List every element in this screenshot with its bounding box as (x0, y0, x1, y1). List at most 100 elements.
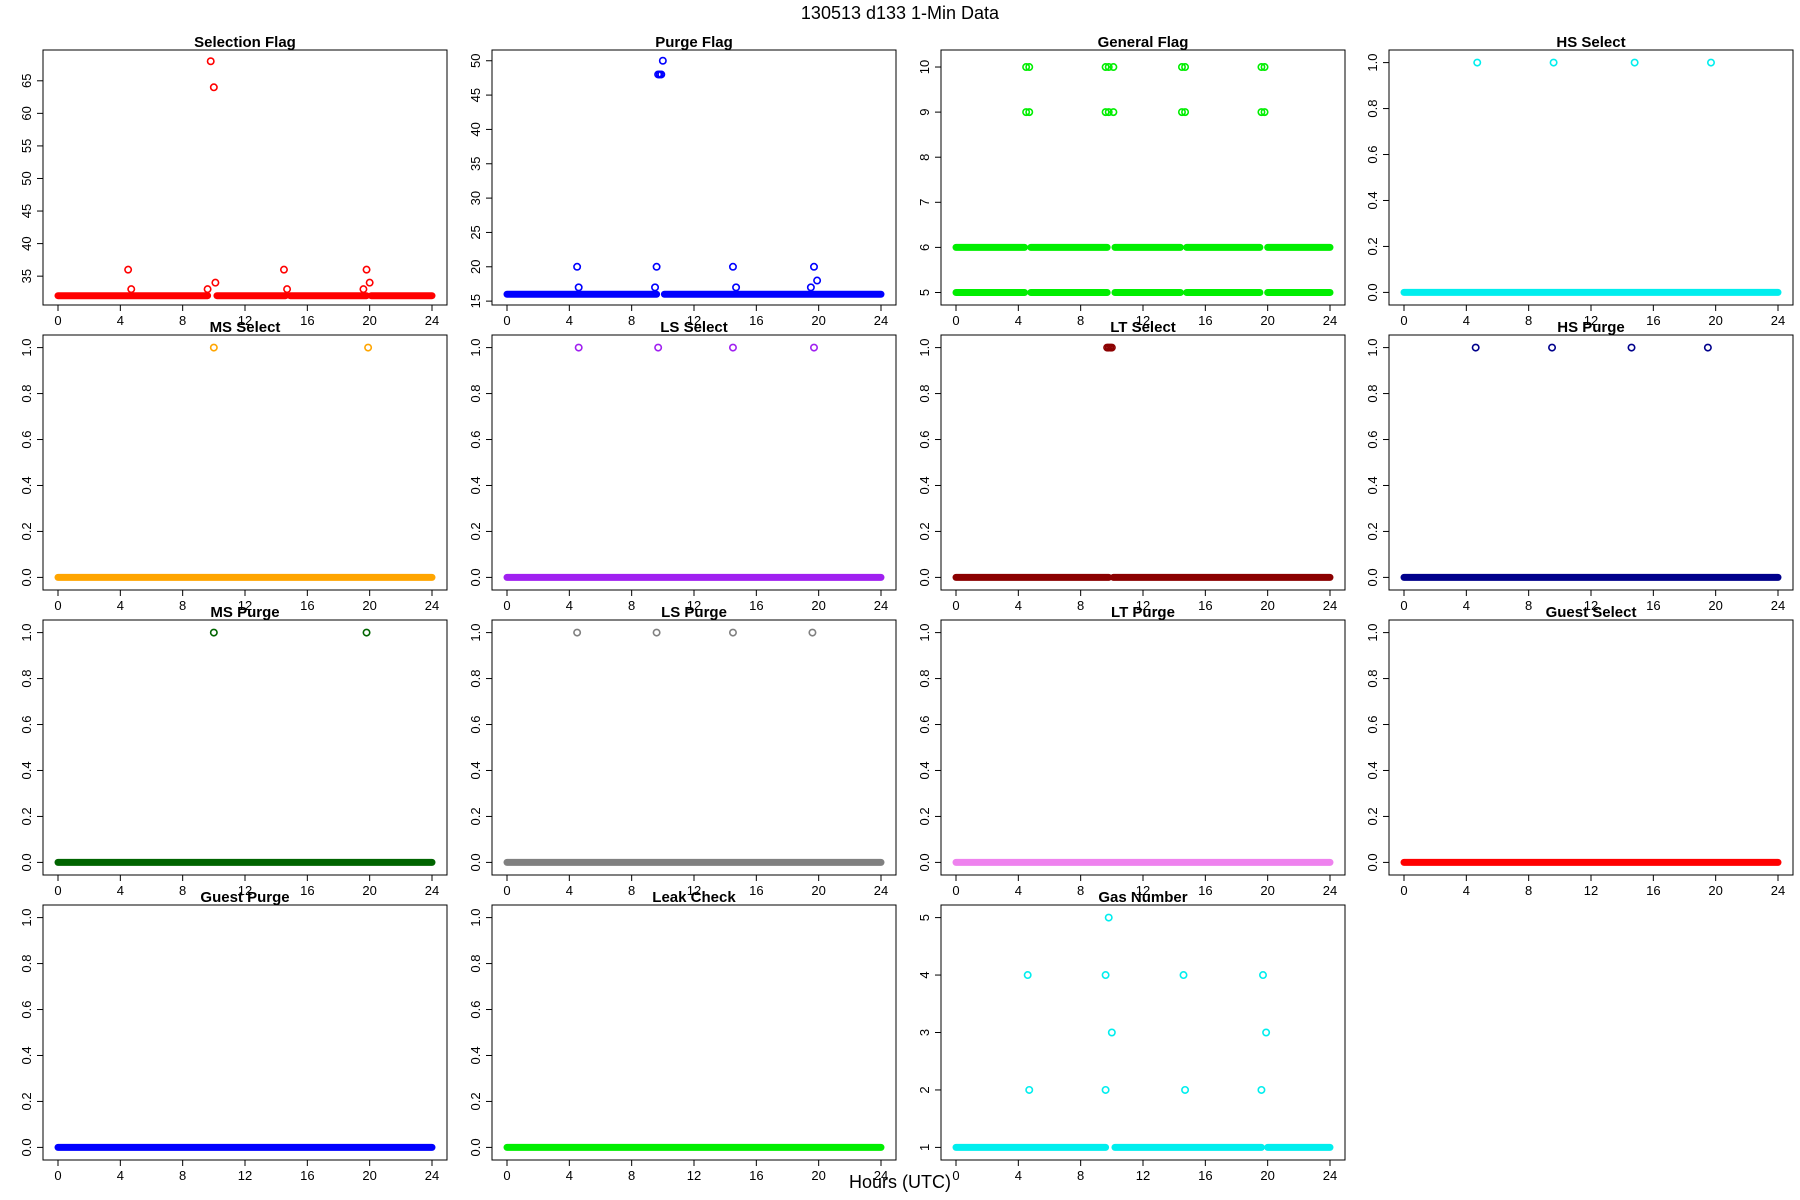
x-tick-label: 8 (628, 883, 635, 898)
data-point (1548, 343, 1557, 352)
panel-hs-select: HS Select 0 4 8 12 16 20 24 0.0 0.2 0.4 0.6 0.8 1.0 (1365, 34, 1794, 328)
x-tick-label: 16 (749, 313, 763, 328)
x-tick-label: 12 (238, 1168, 252, 1183)
y-tick-label: 0.2 (19, 807, 34, 825)
y-tick-label: 0.8 (468, 670, 483, 688)
x-tick-label: 0 (1400, 598, 1407, 613)
data-point (1549, 58, 1558, 67)
panel-title: HS Purge (1557, 319, 1625, 336)
y-tick-label: 0.4 (917, 761, 932, 779)
x-tick-label: 24 (874, 598, 888, 613)
plot-frame (1388, 619, 1794, 876)
y-tick-label: 0.4 (917, 476, 932, 494)
y-tick-label: 1.0 (19, 339, 34, 357)
x-tick-label: 4 (566, 598, 573, 613)
plot-frame (1388, 334, 1794, 591)
y-tick-label: 0.4 (19, 761, 34, 779)
x-tick-label: 8 (1077, 313, 1084, 328)
data-point (211, 278, 220, 287)
y-tick-label: 35 (468, 157, 483, 171)
plot-frame (42, 904, 448, 1161)
x-tick-label: 4 (1015, 598, 1022, 613)
y-tick-label: 25 (468, 225, 483, 239)
y-tick-label: 1 (917, 1144, 932, 1151)
data-point (651, 283, 660, 292)
x-tick-label: 16 (300, 1168, 314, 1183)
panel-lt-select: LT Select 0 4 8 12 16 20 24 0.0 0.2 0.4 0.6 0.8 1.0 (917, 319, 1346, 613)
panel-guest-select: Guest Select 0 4 8 12 16 20 24 0.0 0.2 0.4 0.6 0.8 1.… (1365, 604, 1794, 898)
data-point (1023, 971, 1032, 980)
x-tick-label: 8 (1077, 883, 1084, 898)
x-tick-label: 24 (1771, 883, 1785, 898)
data-point (728, 262, 737, 271)
data-point (1104, 108, 1113, 117)
y-tick-label: 0.4 (1365, 191, 1380, 209)
data-point (1022, 63, 1031, 72)
data-point (1257, 108, 1266, 117)
y-tick-label: 1.0 (1365, 624, 1380, 642)
panel-guest-purge: Guest Purge 0 4 8 12 16 20 24 0.0 0.2 0.4 0.6 0.8 1.0 (19, 889, 448, 1183)
x-tick-label: 24 (425, 313, 439, 328)
x-tick-label: 4 (117, 598, 124, 613)
y-tick-label: 0.2 (468, 1092, 483, 1110)
data-point (1025, 1085, 1034, 1094)
panel-title: Guest Select (1546, 604, 1637, 621)
y-tick-label: 45 (19, 204, 34, 218)
data-point (574, 343, 583, 352)
y-tick-label: 1.0 (468, 909, 483, 927)
y-tick-label: 5 (917, 914, 932, 921)
x-tick-label: 0 (54, 598, 61, 613)
y-tick-label: 0.8 (1365, 100, 1380, 118)
x-tick-label: 16 (1198, 1168, 1212, 1183)
x-tick-label: 0 (952, 883, 959, 898)
data-point (1109, 108, 1118, 117)
data-point (1471, 343, 1480, 352)
y-tick-label: 0.6 (19, 715, 34, 733)
x-tick-label: 20 (362, 1168, 376, 1183)
data-point (1627, 343, 1636, 352)
y-tick-label: 5 (917, 289, 932, 296)
x-tick-label: 16 (749, 883, 763, 898)
x-tick-label: 20 (811, 883, 825, 898)
y-tick-label: 0.8 (19, 955, 34, 973)
y-tick-label: 6 (917, 244, 932, 251)
y-tick-label: 3 (917, 1029, 932, 1036)
y-tick-label: 1.0 (1365, 339, 1380, 357)
x-tick-label: 4 (1015, 313, 1022, 328)
data-point (652, 628, 661, 637)
x-tick-label: 20 (811, 1168, 825, 1183)
data-point (362, 265, 371, 274)
plot-frame (491, 334, 897, 591)
y-tick-label: 0.0 (19, 853, 34, 871)
panel-title: MS Purge (210, 604, 279, 621)
x-tick-label: 12 (238, 598, 252, 613)
data-point (813, 276, 822, 285)
data-point (728, 628, 737, 637)
x-tick-label: 20 (811, 598, 825, 613)
data-point (1258, 971, 1267, 980)
y-tick-label: 0.4 (468, 1046, 483, 1064)
panel-title: LS Purge (661, 604, 727, 621)
panel-title: Guest Purge (200, 889, 289, 906)
data-point (809, 262, 818, 271)
x-tick-label: 8 (1525, 598, 1532, 613)
x-tick-label: 4 (1463, 598, 1470, 613)
x-tick-label: 24 (425, 883, 439, 898)
y-tick-label: 0.6 (19, 430, 34, 448)
panel-lt-purge: LT Purge 0 4 8 12 16 20 24 0.0 0.2 0.4 0.6 0.8 1.0 (917, 604, 1346, 898)
y-tick-label: 10 (917, 60, 932, 74)
y-tick-label: 0.8 (917, 670, 932, 688)
x-tick-label: 16 (1646, 883, 1660, 898)
x-tick-label: 0 (503, 313, 510, 328)
y-tick-label: 50 (19, 171, 34, 185)
x-tick-label: 4 (1015, 883, 1022, 898)
data-point (1104, 63, 1113, 72)
x-tick-label: 24 (1323, 883, 1337, 898)
x-tick-label: 12 (1584, 598, 1598, 613)
panel-title: LT Select (1110, 319, 1176, 336)
x-tick-label: 20 (362, 313, 376, 328)
y-tick-label: 1.0 (1365, 54, 1380, 72)
plot-frame (42, 334, 448, 591)
